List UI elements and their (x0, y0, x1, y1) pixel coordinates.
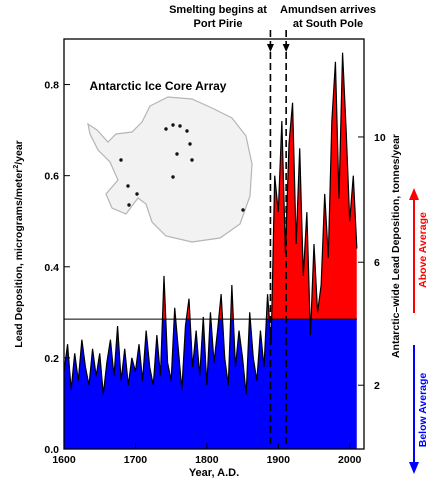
y2-axis-label: Antarctic–wide Lead Deposition, tonnes/y… (390, 134, 402, 358)
event-arrow (282, 44, 290, 52)
x-tick-label: 1600 (52, 454, 76, 466)
x-tick-label: 1800 (195, 454, 219, 466)
y2-tick-label: 2 (374, 380, 380, 392)
y-tick-label: 0.6 (44, 171, 59, 183)
antarctica-map (87, 96, 253, 243)
event-arrow (266, 44, 274, 52)
above-average-arrow (409, 188, 419, 313)
y-tick-label: 0.2 (44, 353, 59, 365)
below-average-label: Below Average (417, 373, 429, 448)
inset-label: Antarctic Ice Core Array (90, 79, 227, 93)
series-line (63, 52, 358, 395)
x-tick-label: 1700 (124, 454, 148, 466)
event-label: Port Pirie (194, 18, 243, 30)
below-average-area (64, 319, 357, 449)
y-tick-label: 0.8 (44, 80, 59, 92)
event-label: Amundsen arrives (280, 4, 376, 16)
event-label: at South Pole (293, 18, 363, 30)
plot-frame (63, 38, 365, 450)
y2-tick-label: 6 (374, 257, 380, 269)
y-axis-label: Lead Deposition, micrograms/meter2/year (13, 140, 25, 348)
above-average-label: Above Average (417, 212, 429, 288)
y2-tick-label: 10 (374, 132, 386, 144)
below-average-arrow (409, 345, 419, 474)
event-label: Smelting begins at (169, 4, 267, 16)
x-axis-label: Year, A.D. (189, 467, 239, 479)
y-tick-label: 0.4 (44, 262, 59, 274)
y-tick-label: 0.0 (44, 444, 59, 456)
x-tick-label: 2000 (338, 454, 362, 466)
x-tick-label: 1900 (267, 454, 291, 466)
